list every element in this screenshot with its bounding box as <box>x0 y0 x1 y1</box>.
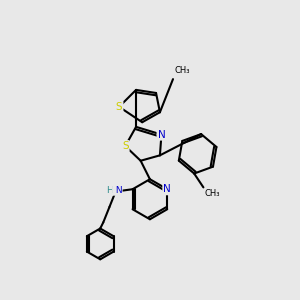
Text: N: N <box>112 186 122 195</box>
Text: CH₃: CH₃ <box>175 66 190 75</box>
Text: H: H <box>106 186 112 195</box>
Text: S: S <box>122 141 129 151</box>
Text: N: N <box>158 130 165 140</box>
Text: CH₃: CH₃ <box>205 189 220 198</box>
Text: S: S <box>116 102 122 112</box>
Text: N: N <box>164 184 171 194</box>
